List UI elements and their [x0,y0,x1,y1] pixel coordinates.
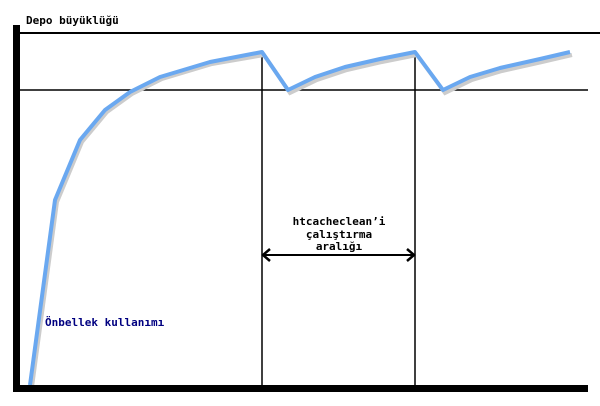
interval-label-line-2: çalıştırma [306,228,372,241]
arrow-left-head [261,248,271,262]
cache-usage-curve [28,50,571,386]
y-axis [13,25,20,392]
cache-usage-label: Önbellek kullanımı [45,315,165,329]
y-axis-label: Depo büyüklüğü [26,14,119,27]
cache-usage-curve-shadow [30,52,573,388]
interval-label-line-3: aralığı [316,240,363,253]
interval-label-line-1: htcacheclean’i [293,215,386,228]
x-axis [13,385,588,392]
arrow-right-head [406,248,416,262]
